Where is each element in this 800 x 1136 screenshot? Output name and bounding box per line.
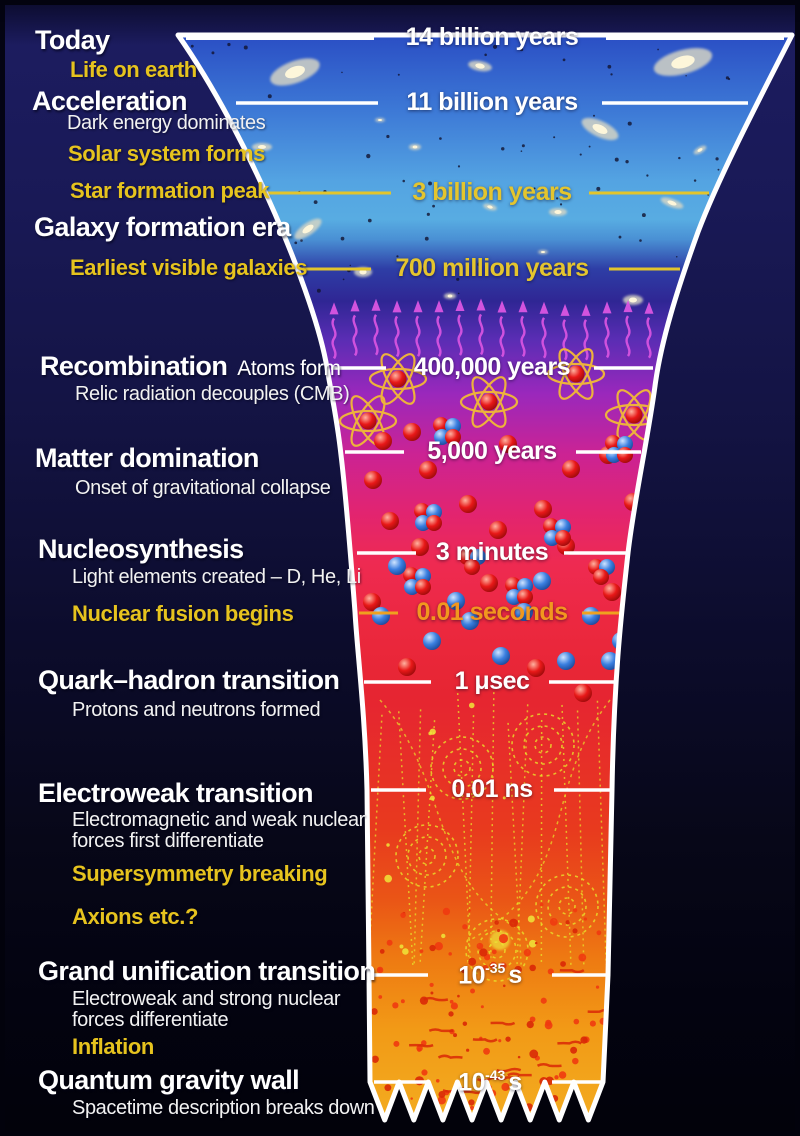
label-galaxy-formation-era: Galaxy formation era <box>34 212 291 242</box>
label-protons-neutrons-formed: Protons and neutrons formed <box>72 699 321 721</box>
time-5000-years: 5,000 years <box>427 437 557 465</box>
label-inflation: Inflation <box>72 1034 154 1059</box>
label-recombination-title: Recombination <box>40 351 228 381</box>
label-recombination: Recombination Atoms form <box>40 352 341 380</box>
label-acceleration: Acceleration <box>32 86 187 116</box>
galaxies-layer <box>252 48 713 305</box>
label-life-on-earth: Life on earth <box>70 57 197 82</box>
label-grand-unification-transition: Grand unification transition <box>38 956 376 986</box>
time-1-microsec: 1 μsec <box>454 667 530 695</box>
time-001-seconds: 0.01 seconds <box>416 598 568 626</box>
time-3-billion-years: 3 billion years <box>412 178 572 206</box>
cmb-radiation-arrows-layer <box>329 298 654 361</box>
label-atoms-form: Atoms form <box>237 357 341 380</box>
label-dark-energy-dominates: Dark energy dominates <box>67 112 266 134</box>
label-nucleosynthesis: Nucleosynthesis <box>38 534 244 564</box>
label-ew-strong-forces-differentiate: Electroweak and strong nuclear forces di… <box>72 988 341 1031</box>
label-onset-gravitational-collapse: Onset of gravitational collapse <box>75 477 331 499</box>
time-base: 10 <box>458 1068 486 1097</box>
time-14-billion-years: 14 billion years <box>405 23 579 51</box>
time-700-million-years: 700 million years <box>395 254 589 282</box>
label-star-formation-peak: Star formation peak <box>70 178 270 203</box>
label-axions: Axions etc.? <box>72 904 199 929</box>
label-earliest-visible-galaxies: Earliest visible galaxies <box>70 255 308 280</box>
label-quark-hadron-transition: Quark–hadron transition <box>38 665 340 695</box>
epoch-lines-layer <box>186 36 784 1084</box>
time-400000-years: 400,000 years <box>413 353 571 381</box>
label-relic-radiation-decouples: Relic radiation decouples (CMB) <box>75 383 350 405</box>
label-solar-system-forms: Solar system forms <box>68 141 265 166</box>
time-001-ns: 0.01 ns <box>451 775 533 803</box>
time-10-minus-43-s: 10-43 s <box>458 1067 522 1097</box>
label-em-weak-forces-differentiate: Electromagnetic and weak nuclear forces … <box>72 809 365 852</box>
label-light-elements-created: Light elements created – D, He, Li <box>72 566 361 588</box>
time-base: 10 <box>458 961 486 990</box>
funnel-border <box>175 32 795 1123</box>
time-11-billion-years: 11 billion years <box>406 88 578 116</box>
label-matter-domination: Matter domination <box>35 443 259 473</box>
time-unit: s <box>508 961 522 990</box>
label-supersymmetry-breaking: Supersymmetry breaking <box>72 861 328 886</box>
time-3-minutes: 3 minutes <box>435 538 549 566</box>
time-exponent: -43 <box>485 1067 506 1083</box>
label-today: Today <box>35 25 110 55</box>
label-spacetime-breaks-down: Spacetime description breaks down <box>72 1097 375 1119</box>
label-nuclear-fusion-begins: Nuclear fusion begins <box>72 601 294 626</box>
label-electroweak-transition: Electroweak transition <box>38 778 313 808</box>
time-10-minus-35-s: 10-35 s <box>458 960 522 990</box>
time-exponent: -35 <box>485 960 506 976</box>
label-quantum-gravity-wall: Quantum gravity wall <box>38 1065 300 1095</box>
time-unit: s <box>508 1068 522 1097</box>
